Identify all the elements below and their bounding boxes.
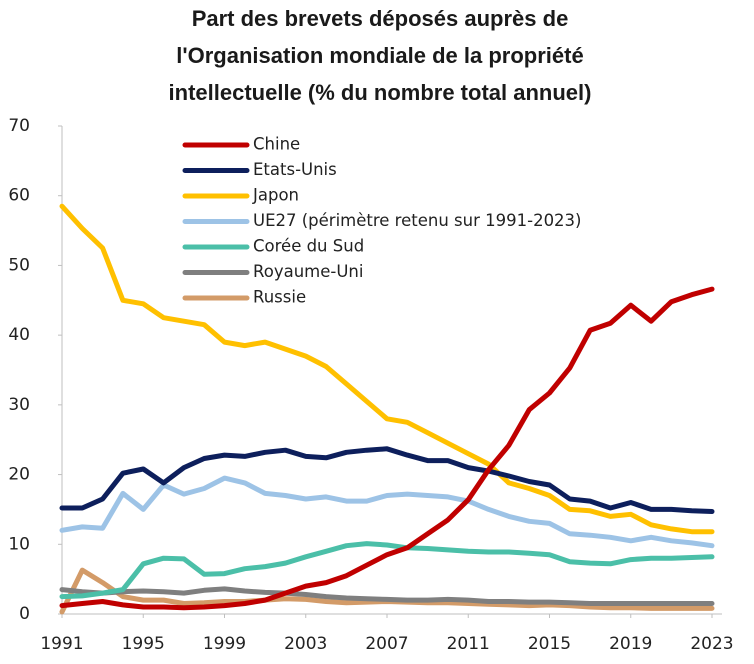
legend-label: Japon	[252, 186, 299, 205]
series-line	[59, 475, 715, 549]
legend-label: Chine	[253, 135, 300, 154]
x-tick-label: 2011	[447, 634, 490, 654]
y-tick-label: 20	[8, 465, 30, 485]
y-tick-label: 30	[8, 395, 30, 415]
series-line	[59, 203, 715, 535]
x-tick-label: 2003	[284, 634, 327, 654]
x-tick-label: 2007	[365, 634, 408, 654]
y-tick-label: 60	[8, 186, 30, 206]
series-line	[59, 446, 715, 514]
legend-label: UE27 (périmètre retenu sur 1991-2023)	[253, 211, 582, 230]
series-line	[59, 541, 715, 600]
legend-label: Royaume-Uni	[253, 262, 363, 281]
chart-title: intellectuelle (% du nombre total annuel…	[169, 80, 592, 105]
x-tick-label: 2023	[690, 634, 733, 654]
x-tick-label: 1991	[40, 634, 83, 654]
y-tick-label: 40	[8, 325, 30, 345]
series-line	[59, 286, 715, 611]
chart-title: Part des brevets déposés auprès de	[192, 6, 569, 31]
series-line	[59, 586, 715, 606]
x-tick-label: 1995	[122, 634, 165, 654]
x-tick-label: 2015	[528, 634, 571, 654]
x-tick-label: 2019	[609, 634, 652, 654]
y-tick-label: 10	[8, 534, 30, 554]
legend-label: Russie	[253, 288, 306, 307]
legend-label: Corée du Sud	[253, 237, 364, 256]
legend-label: Etats-Unis	[253, 160, 337, 179]
chart-title: l'Organisation mondiale de la propriété	[176, 43, 583, 68]
y-tick-label: 50	[8, 255, 30, 275]
y-tick-label: 70	[8, 116, 30, 136]
x-tick-label: 1999	[203, 634, 246, 654]
y-tick-label: 0	[19, 604, 30, 624]
